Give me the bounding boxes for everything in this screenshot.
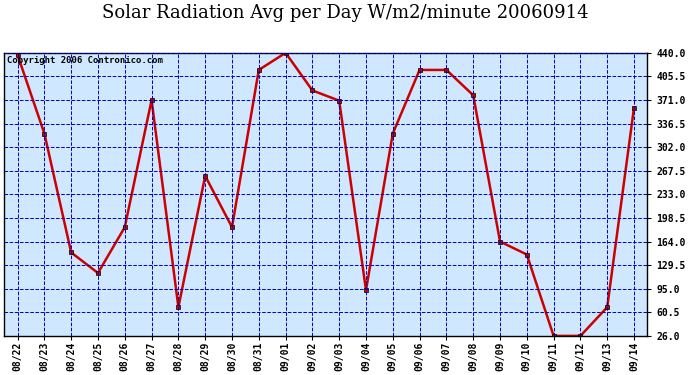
Text: Copyright 2006 Contronico.com: Copyright 2006 Contronico.com [8,56,164,64]
Text: Solar Radiation Avg per Day W/m2/minute 20060914: Solar Radiation Avg per Day W/m2/minute … [101,4,589,22]
